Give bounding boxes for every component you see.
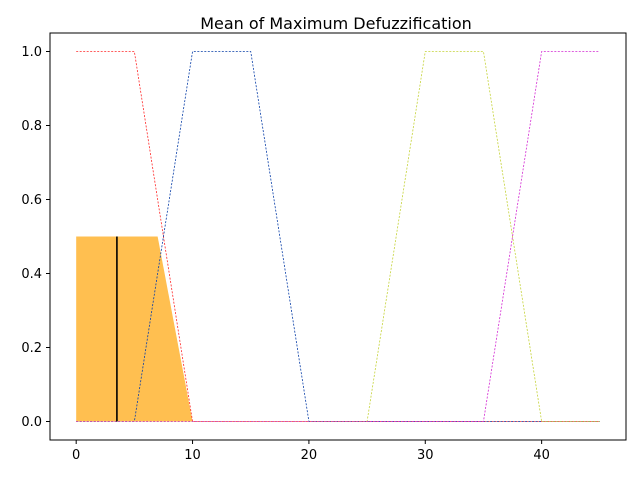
y-tick-label: 0.8 (21, 119, 42, 134)
x-tick-label: 40 (533, 448, 550, 463)
x-tick-label: 10 (184, 448, 201, 463)
y-tick-label: 1.0 (21, 45, 42, 60)
membership-series-4 (76, 51, 600, 422)
x-tick-label: 20 (301, 448, 318, 463)
chart-title: Mean of Maximum Defuzzification (200, 14, 472, 33)
y-tick-label: 0.2 (21, 341, 42, 356)
x-tick-label: 0 (72, 448, 80, 463)
x-tick-label: 30 (417, 448, 434, 463)
aggregated-fill-area (76, 236, 193, 422)
plot-frame (49, 32, 627, 441)
y-tick-label: 0.0 (21, 415, 42, 430)
y-tick-label: 0.4 (21, 267, 42, 282)
y-tick-label: 0.6 (21, 193, 42, 208)
